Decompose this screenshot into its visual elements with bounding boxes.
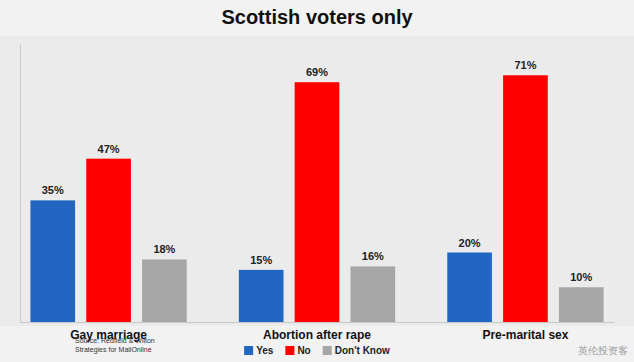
legend-item: No bbox=[285, 345, 310, 356]
bar bbox=[86, 159, 131, 322]
legend-swatch bbox=[244, 346, 253, 355]
legend: Yes No Don't Know bbox=[244, 345, 390, 356]
data-label: 35% bbox=[42, 184, 64, 196]
chart: Scottish voters only 35% 15% 20% 47% 69% 71% 18… bbox=[0, 0, 634, 362]
background-photo bbox=[0, 36, 634, 326]
source-note: Source: Redfield & Wilton bbox=[75, 337, 155, 344]
legend-label: No bbox=[297, 345, 310, 356]
legend-label: Yes bbox=[256, 345, 274, 356]
data-label: 18% bbox=[153, 243, 175, 255]
data-label: 47% bbox=[98, 143, 120, 155]
legend-item: Yes bbox=[244, 345, 274, 356]
watermark: 英伦投资客 bbox=[578, 345, 628, 356]
bar bbox=[30, 200, 75, 322]
data-label: 69% bbox=[306, 66, 328, 78]
data-label: 10% bbox=[570, 271, 592, 283]
data-label: 15% bbox=[250, 254, 272, 266]
data-label: 20% bbox=[459, 237, 481, 249]
x-tick-label: Abortion after rape bbox=[263, 328, 371, 342]
source-note: Strategies for MailOnline bbox=[75, 346, 152, 354]
legend-item: Don't Know bbox=[323, 345, 390, 356]
data-label: 16% bbox=[362, 250, 384, 262]
x-tick-label: Pre-marital sex bbox=[482, 328, 568, 342]
data-label: 71% bbox=[514, 59, 536, 71]
data-labels: 35% 15% 20% 47% 69% 71% 18% 16% 10% bbox=[42, 59, 593, 283]
bar bbox=[239, 270, 284, 322]
bar bbox=[350, 266, 395, 322]
legend-swatch bbox=[285, 346, 294, 355]
y-axis bbox=[20, 45, 21, 323]
bar bbox=[447, 253, 492, 323]
legend-label: Don't Know bbox=[335, 345, 390, 356]
x-tick: Abortion after rape bbox=[263, 322, 371, 342]
bar bbox=[503, 75, 548, 322]
background bbox=[0, 0, 634, 362]
bar bbox=[295, 82, 340, 322]
y-axis-line bbox=[20, 45, 21, 323]
x-axis-line bbox=[21, 322, 615, 323]
title: Scottish voters only bbox=[221, 6, 413, 28]
x-tick: Pre-marital sex bbox=[482, 322, 568, 342]
bar bbox=[559, 287, 604, 322]
bar bbox=[142, 259, 187, 322]
legend-swatch bbox=[323, 346, 332, 355]
bars bbox=[30, 75, 603, 322]
